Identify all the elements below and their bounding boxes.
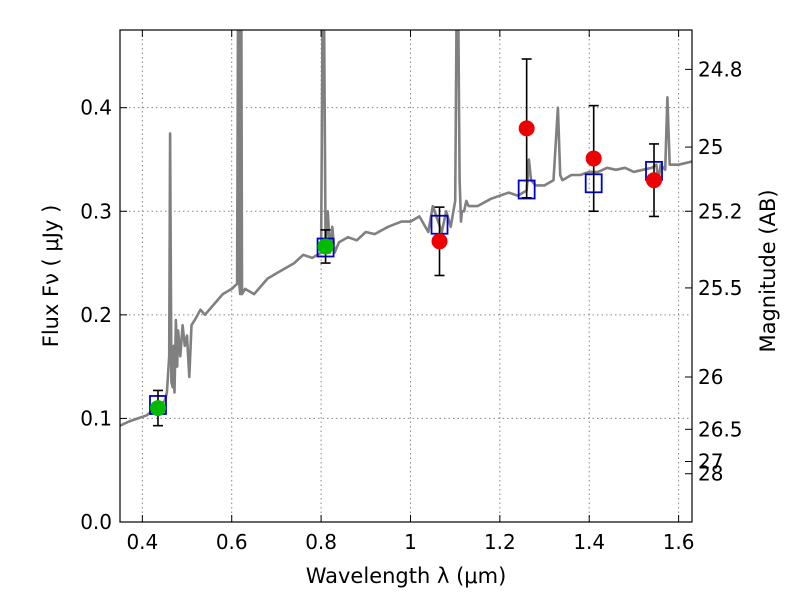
mag-tick-label: 26 [698, 365, 723, 389]
x-tick-label: 1 [404, 530, 417, 554]
x-axis-title: Wavelength λ (μm) [306, 564, 507, 588]
mag-tick-label: 25 [698, 135, 723, 159]
y-tick-label: 0.4 [80, 96, 112, 120]
x-tick-label: 1.2 [484, 530, 516, 554]
y-axis-title: Flux Fν ( μJy ) [39, 205, 63, 348]
mag-tick-label: 25.2 [698, 199, 743, 223]
spectrum-layer [120, 30, 692, 427]
x-tick-label: 0.6 [216, 530, 248, 554]
mag-tick-label: 25.5 [698, 276, 743, 300]
mag-tick-label: 26.5 [698, 417, 743, 441]
data-point-marker [518, 120, 535, 137]
data-point-marker [317, 238, 334, 255]
y-tick-label: 0.2 [80, 303, 112, 327]
x-tick-label: 0.4 [126, 530, 158, 554]
grid [120, 30, 692, 523]
y-tick-label: 0.1 [80, 406, 112, 430]
spectrum-line [120, 30, 692, 427]
mag-tick-label: 28 [698, 462, 723, 486]
marker-layer [149, 58, 663, 427]
right-axis-title: Magnitude (AB) [756, 189, 780, 352]
data-point-marker [149, 400, 166, 417]
data-point-marker [585, 150, 602, 167]
mag-tick-label: 27 [698, 450, 723, 474]
y-tick-label: 0.3 [80, 199, 112, 223]
mag-tick-label: 24.8 [698, 57, 743, 81]
x-tick-label: 1.4 [573, 530, 605, 554]
x-tick-label: 1.6 [663, 530, 695, 554]
data-point-marker [431, 233, 448, 250]
x-tick-label: 0.8 [305, 530, 337, 554]
y-tick-label: 0.0 [80, 510, 112, 534]
plot-frame [119, 29, 693, 523]
data-point-marker [646, 172, 663, 189]
